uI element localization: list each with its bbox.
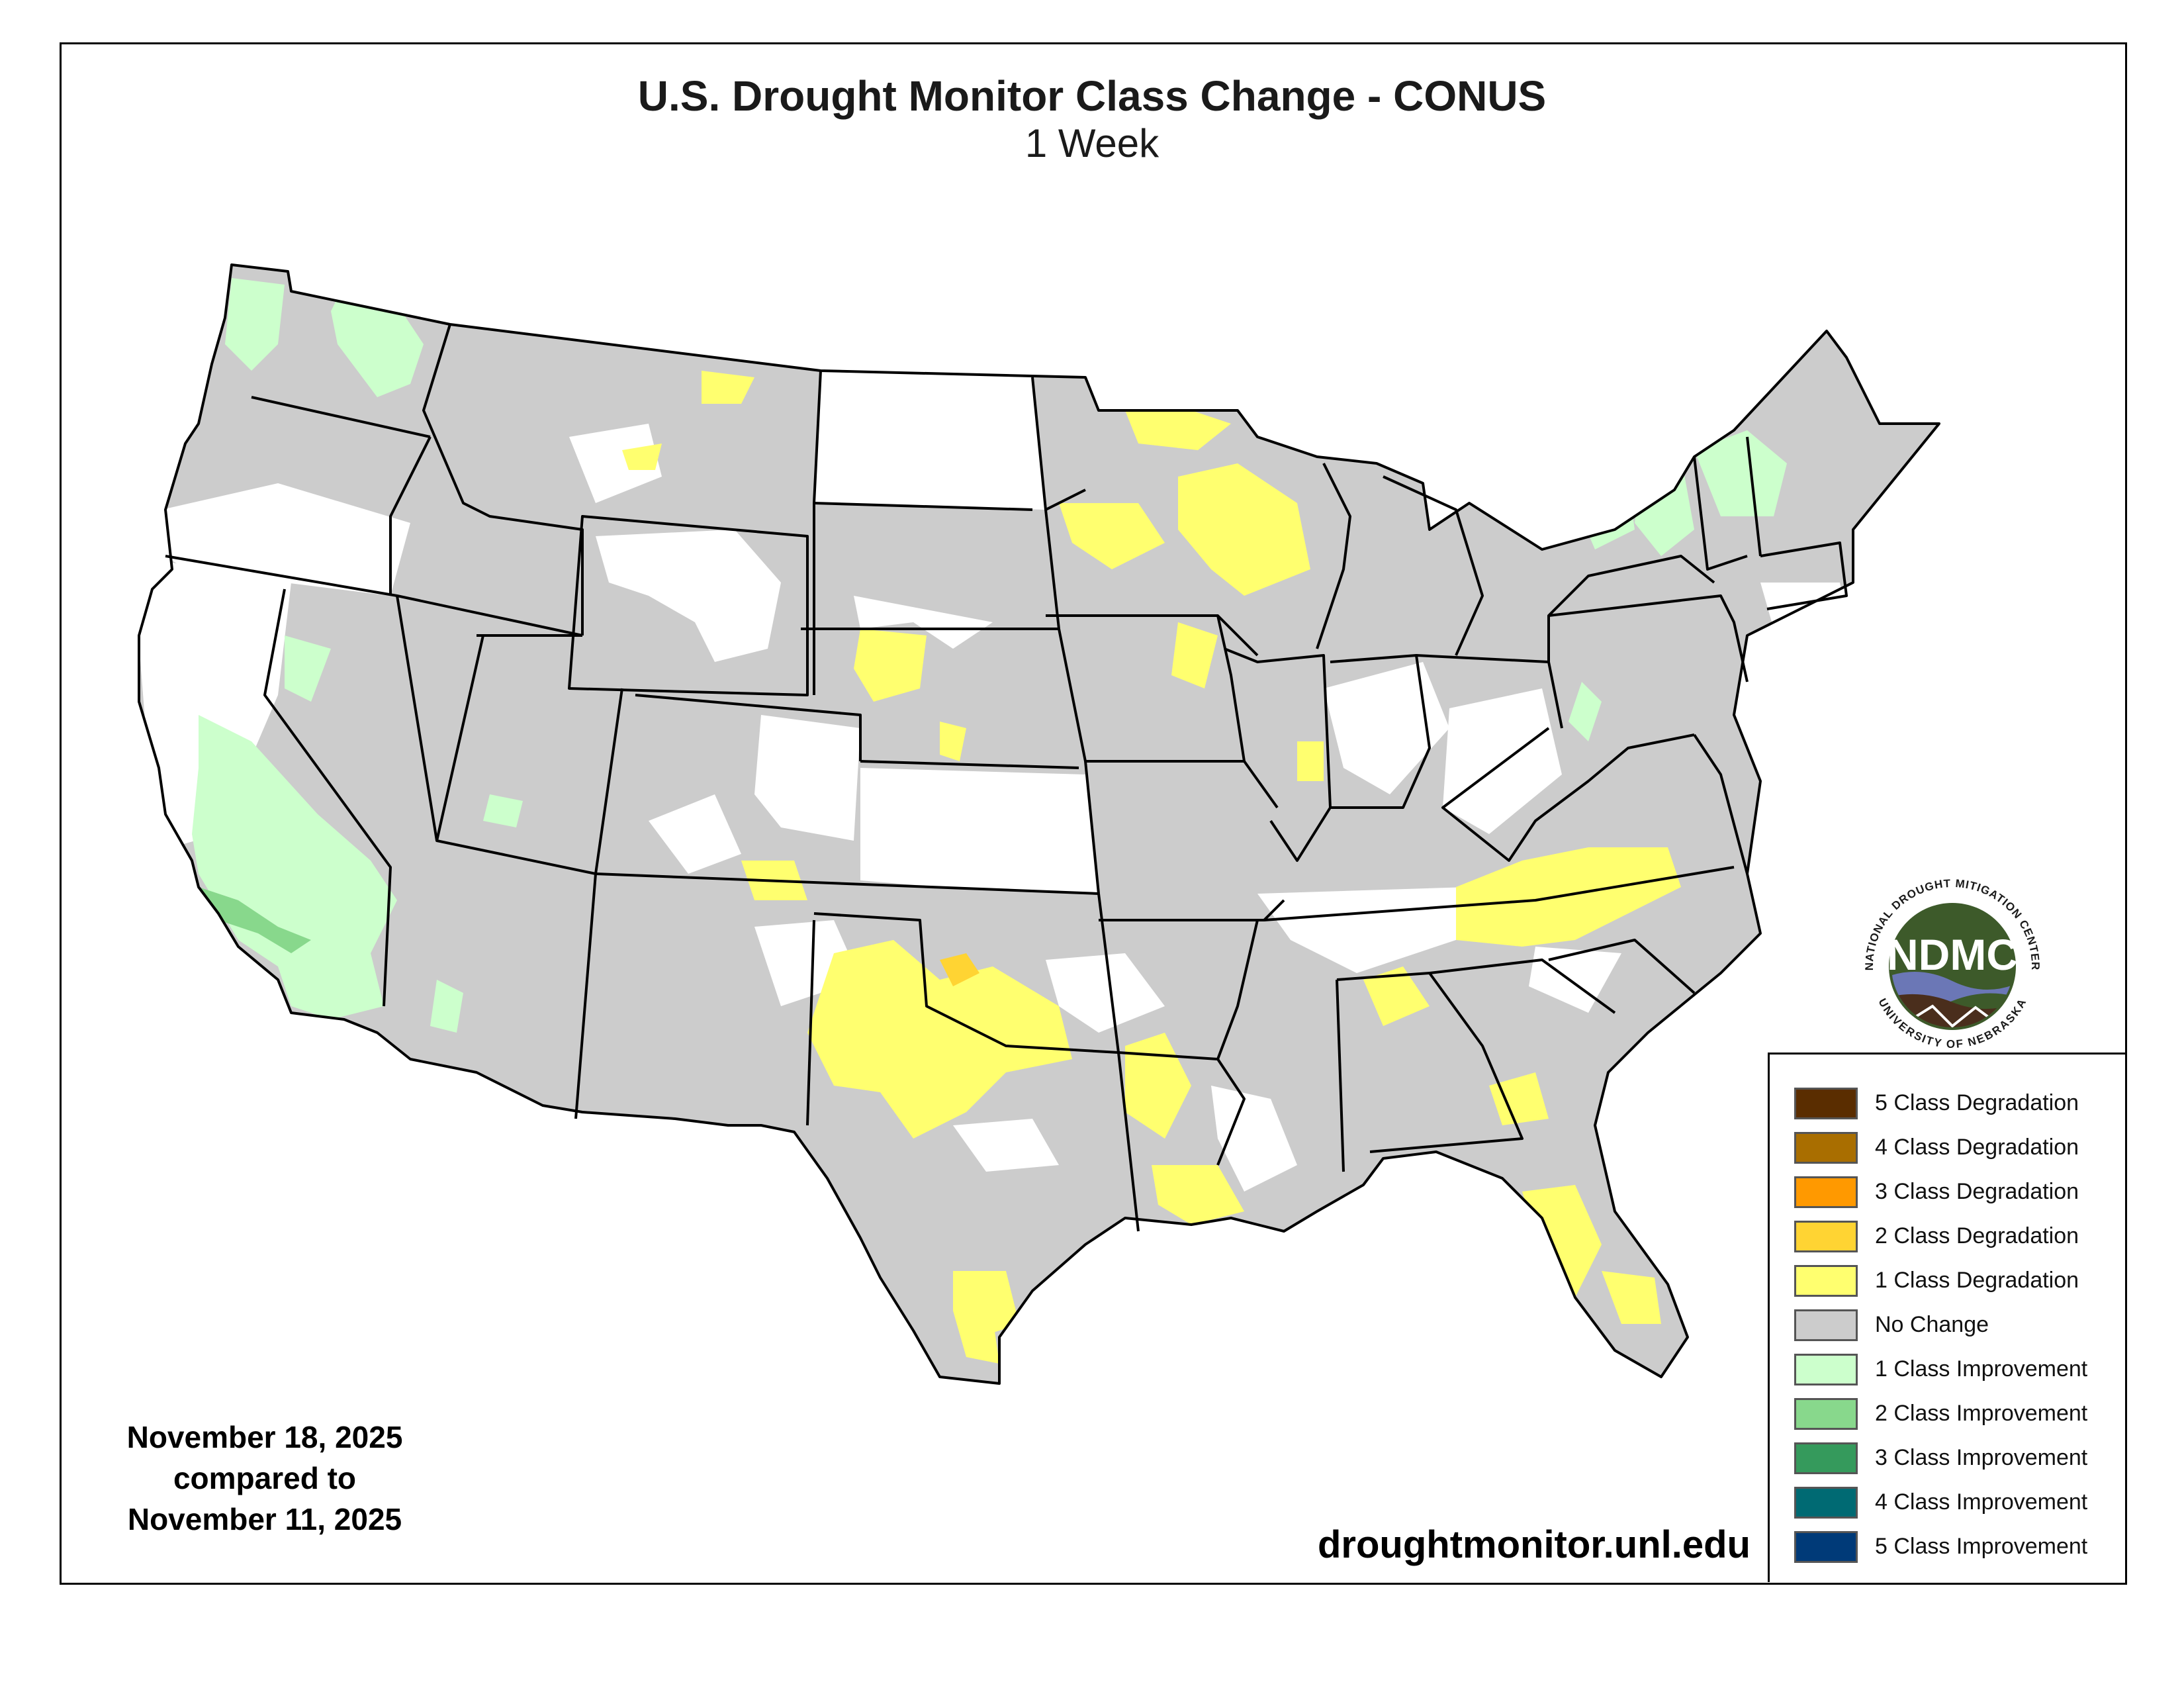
legend-swatch	[1794, 1176, 1858, 1208]
legend: 5 Class Degradation 4 Class Degradation 3 …	[1768, 1053, 2125, 1582]
map-subtitle: 1 Week	[1024, 121, 1160, 165]
legend-swatch	[1794, 1531, 1858, 1563]
improvement-2-area	[199, 887, 311, 953]
legend-swatch	[1794, 1265, 1858, 1297]
legend-label: 3 Class Improvement	[1875, 1445, 2088, 1470]
state-boundaries	[138, 263, 1940, 1385]
previous-date: November 11, 2025	[127, 1502, 402, 1536]
legend-label: 5 Class Degradation	[1875, 1090, 2079, 1115]
legend-swatch	[1794, 1442, 1858, 1474]
legend-swatch	[1794, 1088, 1858, 1119]
legend-label: 5 Class Improvement	[1875, 1534, 2088, 1559]
date-comparison: November 18, 2025 compared to November 1…	[86, 1417, 443, 1540]
no-drought-areas	[139, 371, 1846, 1192]
logo-earth	[1891, 994, 2013, 1027]
legend-swatch	[1794, 1132, 1858, 1164]
legend-swatch	[1794, 1354, 1858, 1385]
legend-label: 4 Class Degradation	[1875, 1135, 2079, 1160]
degradation-2-area	[940, 953, 979, 986]
legend-label: 2 Class Degradation	[1875, 1223, 2079, 1248]
legend-swatch	[1794, 1309, 1858, 1341]
website-url: droughtmonitor.unl.edu	[1317, 1523, 1751, 1566]
map-title: U.S. Drought Monitor Class Change - CONU…	[637, 72, 1547, 120]
ndmc-logo: NDMC NATIONAL DROUGHT MITIGATION CENTER …	[1863, 877, 2041, 1051]
legend-label: 3 Class Degradation	[1875, 1179, 2079, 1204]
legend-swatch	[1794, 1221, 1858, 1252]
degradation-1-areas	[622, 371, 1681, 1364]
legend-swatch	[1794, 1398, 1858, 1430]
improvement-1-areas	[192, 278, 1787, 1033]
legend-label: 1 Class Degradation	[1875, 1268, 2079, 1293]
legend-swatch	[1794, 1487, 1858, 1519]
compared-to-text: compared to	[173, 1461, 357, 1495]
legend-label: 4 Class Improvement	[1875, 1489, 2088, 1515]
legend-label: No Change	[1875, 1312, 1989, 1337]
current-date: November 18, 2025	[126, 1420, 403, 1454]
map-frame	[60, 42, 2127, 1585]
legend-label: 2 Class Improvement	[1875, 1401, 2088, 1426]
legend-label: 1 Class Improvement	[1875, 1356, 2088, 1382]
logo-acronym: NDMC	[1887, 930, 2018, 979]
